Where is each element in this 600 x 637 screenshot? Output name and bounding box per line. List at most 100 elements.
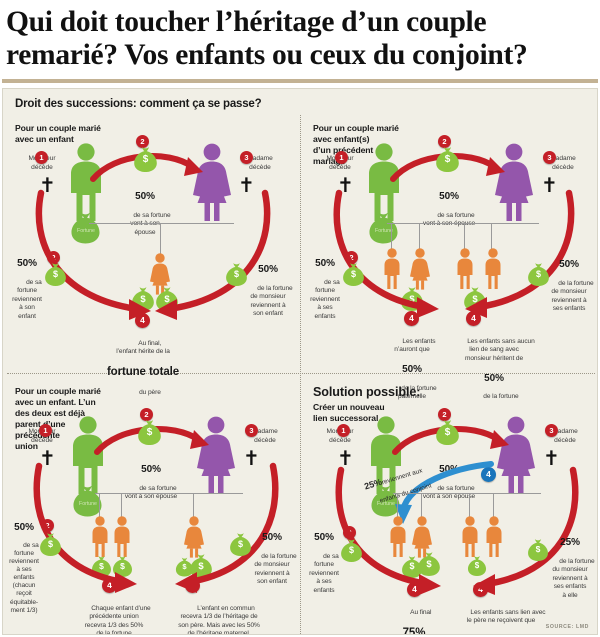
note-left-text: de sa fortune reviennent à ses enfants <box>309 552 339 594</box>
connector-v4 <box>493 493 495 518</box>
badge-3: 3 <box>240 151 253 164</box>
fortune-bag-label: Fortune <box>375 228 393 234</box>
label-madame-decede: Madame décède <box>552 428 578 444</box>
fortune-bag-label: Fortune <box>377 501 395 507</box>
connector-horizontal <box>89 223 234 225</box>
note-right: 50% de la fortune de monsieur reviennent… <box>540 241 597 323</box>
source-credit: SOURCE: LMD <box>545 624 589 630</box>
red-arrow-right <box>155 189 271 320</box>
fortune-bag-label: Fortune <box>77 228 95 234</box>
money-bag-left: $ <box>44 261 67 288</box>
badge-4-left: 4 <box>407 582 422 597</box>
q4-title: Solution possible: Créer un nouveau lien… <box>313 385 420 423</box>
money-bag-child-2: $ <box>155 285 179 313</box>
note-right-pct: 50% <box>559 259 579 271</box>
badge-1: 1 <box>337 424 350 437</box>
money-bag-child-1: $ <box>131 285 155 313</box>
page-headline: Qui doit toucher l’héritage d’un couple … <box>0 0 592 72</box>
connector-v4 <box>491 223 493 250</box>
note-left: 50% de sa fortune reviennent à ses enfan… <box>303 514 345 604</box>
note-left-pct: 50% <box>14 522 34 534</box>
connector-horizontal <box>387 223 539 225</box>
note-bottom-left: Chaque enfant d’une précédente union rec… <box>65 596 163 635</box>
note-bottom-pre: Au final, l’enfant hérite de la <box>116 339 170 356</box>
badge-3: 3 <box>545 424 558 437</box>
note-bl-pct: 50% <box>402 364 422 376</box>
note-bottom-strong: fortune totale <box>106 366 180 379</box>
money-bag-child-1: $ <box>91 554 112 579</box>
connector-v3 <box>469 493 471 518</box>
note-bottom-right: Les enfants sans lien avec le père ne re… <box>443 600 559 635</box>
money-bag-child-2: $ <box>112 554 133 579</box>
quadrant-one-parent-prior-union: Pour un couple marié avec un enfant. L’u… <box>3 374 301 635</box>
note-left: 50% de sa fortune reviennent à ses enfan… <box>4 506 44 623</box>
note-left-text: de sa fortune reviennent à ses enfants (… <box>9 542 39 614</box>
money-bag-left: $ <box>39 531 62 558</box>
note-bl-pct: 75% <box>402 626 426 635</box>
q2-title: Pour un couple marié avec enfant(s) d’un… <box>313 123 399 166</box>
connector-horizontal <box>393 493 541 495</box>
note-left-pct: 50% <box>315 258 335 270</box>
headline-line-1: Qui doit toucher l’héritage d’un couple <box>6 6 487 38</box>
note-bl-pre: Au final <box>410 608 432 616</box>
connector-v2 <box>121 493 123 518</box>
headline-line-2: remarié? Vos enfants ou ceux du conjoint… <box>6 39 528 72</box>
note-br-pct: 25% <box>443 634 559 635</box>
note-right-pct: 25% <box>560 537 580 549</box>
cross-madame: ✝ <box>541 173 558 197</box>
note-left-pct: 50% <box>314 532 334 544</box>
red-arrow-left <box>333 189 439 318</box>
quadrant-married-children-prior: Pour un couple marié avec enfant(s) d’un… <box>301 113 597 400</box>
cross-madame: ✝ <box>543 446 560 470</box>
note-bl-pre: Chaque enfant d’une précédente union rec… <box>84 604 151 635</box>
money-bag-top: $ <box>435 418 460 447</box>
q1-title: Pour un couple marié avec un enfant <box>15 123 101 144</box>
badge-2-top: 2 <box>438 135 451 148</box>
badge-4: 4 <box>135 313 150 328</box>
note-bottom-post: du père <box>139 388 161 396</box>
blue-arrow <box>395 461 494 524</box>
red-arrow-right <box>465 189 575 318</box>
connector-horizontal <box>95 493 243 495</box>
note-top-text: de sa fortune vont à son épouse <box>124 484 178 501</box>
note-bottom-left: Au final 75% de la fortune paternelle le… <box>379 600 449 635</box>
cross-monsieur: ✝ <box>39 446 56 470</box>
horizontal-divider <box>7 373 595 374</box>
connector-v2 <box>421 493 423 518</box>
money-bag-right: $ <box>229 531 252 558</box>
note-left: 50% de sa fortune reviennent à ses enfan… <box>303 240 347 330</box>
money-bag-children-right: $ <box>463 285 487 313</box>
connector-v1 <box>99 493 101 518</box>
money-bag-right: $ <box>225 261 248 288</box>
label-madame-decede: Madame décède <box>550 155 576 171</box>
money-bag-right: $ <box>527 537 549 563</box>
badge-2-top: 2 <box>140 408 153 421</box>
badge-1: 1 <box>335 151 348 164</box>
note-top-pct: 50% <box>439 191 459 203</box>
money-bag-children-left: $ <box>400 285 424 313</box>
note-right: 50% de la fortune de monsieur reviennent… <box>238 246 298 328</box>
badge-2-top: 2 <box>438 408 451 421</box>
money-bag-common-2: $ <box>189 552 213 580</box>
badge-4-left: 4 <box>404 311 419 326</box>
note-bottom: Au final, l’enfant hérite de la fortune … <box>103 331 183 406</box>
money-bag-left: $ <box>340 537 363 564</box>
panel-title: Droit des successions: comment ça se pas… <box>15 98 262 110</box>
money-bag-children-right: $ <box>467 554 487 578</box>
cross-madame: ✝ <box>243 446 260 470</box>
vertical-divider <box>300 115 301 634</box>
headline-divider <box>2 79 598 84</box>
cross-monsieur: ✝ <box>337 173 354 197</box>
note-bottom-right: L’enfant en commun recevra 1/3 de l’héri… <box>157 596 281 634</box>
note-bl-pre: Les enfants n’auront que <box>394 337 436 354</box>
red-arrow-left <box>335 466 441 595</box>
note-bottom-left: Les enfants n’auront que 50% de la fortu… <box>379 329 445 411</box>
badge-1: 1 <box>35 151 48 164</box>
note-top-pct: 50% <box>141 464 161 476</box>
label-madame-decede: Madame décède <box>247 155 273 171</box>
money-bag-children-left-1: $ <box>401 554 423 580</box>
badge-3: 3 <box>245 424 258 437</box>
connector-v1 <box>391 223 393 250</box>
quadrant-solution: Solution possible: Créer un nouveau lien… <box>301 374 597 635</box>
note-br-post: de la fortune <box>483 393 519 401</box>
